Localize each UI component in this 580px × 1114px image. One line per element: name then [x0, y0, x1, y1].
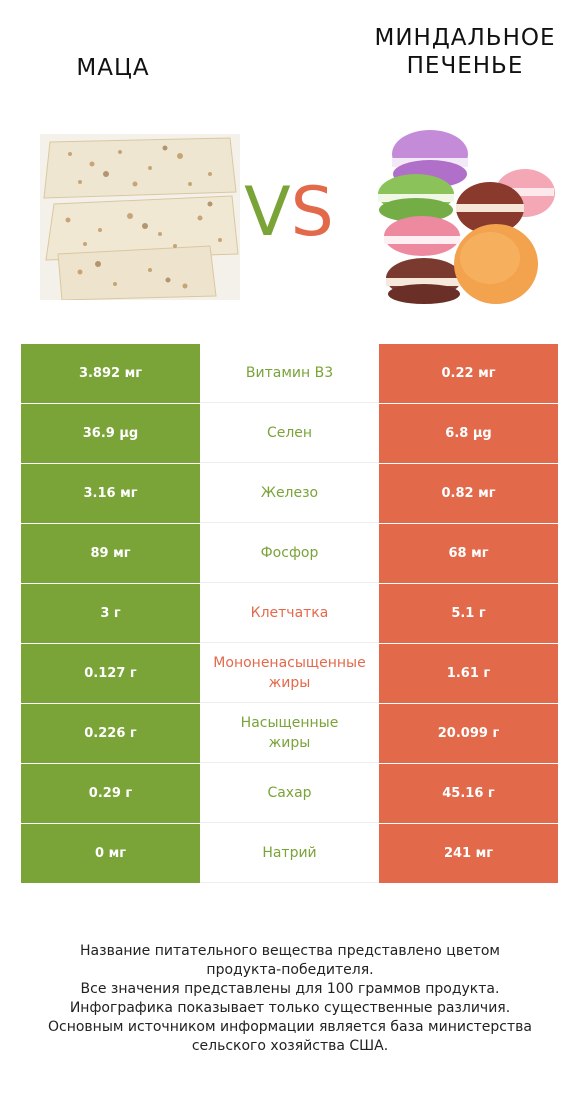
left-value: 89 мг	[21, 524, 200, 583]
left-value: 0.29 г	[21, 764, 200, 823]
footer-line: Все значения представлены для 100 граммо…	[80, 981, 500, 997]
table-row: 36.9 µg Селен 6.8 µg	[21, 404, 558, 464]
right-value: 0.22 мг	[379, 344, 558, 403]
nutrient-name: Насыщенные жиры	[200, 704, 379, 763]
nutrient-name: Фосфор	[200, 524, 379, 583]
nutrient-name: Витамин B3	[200, 344, 379, 403]
nutrient-name: Селен	[200, 404, 379, 463]
right-value: 6.8 µg	[379, 404, 558, 463]
table-row: 3.892 мг Витамин B3 0.22 мг	[21, 344, 558, 404]
right-value: 5.1 г	[379, 584, 558, 643]
macarons-image	[370, 118, 560, 314]
footer-line: продукта-победителя.	[206, 962, 374, 978]
matzo-image	[40, 134, 240, 301]
right-value: 1.61 г	[379, 644, 558, 703]
nutrient-name: Сахар	[200, 764, 379, 823]
product-right-title: МИНДАЛЬНОЕ ПЕЧЕНЬЕ	[355, 24, 575, 80]
table-row: 3 г Клетчатка 5.1 г	[21, 584, 558, 644]
nutrient-name-line1: Мононенасыщенные	[213, 655, 366, 671]
right-value: 0.82 мг	[379, 464, 558, 523]
product-right-title-line1: МИНДАЛЬНОЕ	[374, 25, 556, 51]
right-value: 241 мг	[379, 824, 558, 883]
table-row: 0.127 г Мононенасыщенные жиры 1.61 г	[21, 644, 558, 704]
nutrient-name-line2: жиры	[268, 735, 311, 751]
versus-label: VS	[224, 168, 354, 258]
product-left-title: МАЦА	[76, 55, 150, 81]
left-value: 3.892 мг	[21, 344, 200, 403]
left-value: 0 мг	[21, 824, 200, 883]
nutrient-name-line2: жиры	[268, 675, 311, 691]
right-value: 68 мг	[379, 524, 558, 583]
product-right-title-line2: ПЕЧЕНЬЕ	[406, 53, 524, 79]
right-value: 45.16 г	[379, 764, 558, 823]
footer-line: сельского хозяйства США.	[191, 1038, 389, 1054]
left-value: 3.16 мг	[21, 464, 200, 523]
footer-line: Инфографика показывает только существенн…	[69, 1000, 511, 1016]
footer-line: Название питательного вещества представл…	[80, 943, 500, 959]
versus-v: V	[244, 173, 291, 252]
left-value: 0.226 г	[21, 704, 200, 763]
nutrient-name: Железо	[200, 464, 379, 523]
table-row: 0.226 г Насыщенные жиры 20.099 г	[21, 704, 558, 764]
left-value: 3 г	[21, 584, 200, 643]
table-row: 3.16 мг Железо 0.82 мг	[21, 464, 558, 524]
table-row: 89 мг Фосфор 68 мг	[21, 524, 558, 584]
nutrient-comparison-table: 3.892 мг Витамин B3 0.22 мг 36.9 µg Селен 6.8…	[21, 344, 558, 884]
nutrient-name: Мононенасыщенные жиры	[200, 644, 379, 703]
right-value: 20.099 г	[379, 704, 558, 763]
left-value: 36.9 µg	[21, 404, 200, 463]
nutrient-name: Клетчатка	[200, 584, 379, 643]
nutrient-name-line1: Насыщенные	[240, 715, 339, 731]
footer-line: Основным источником информации является …	[48, 1019, 532, 1035]
table-row: 0.29 г Сахар 45.16 г	[21, 764, 558, 824]
footer-notes: Название питательного вещества представл…	[10, 942, 570, 1056]
versus-s: S	[290, 173, 334, 252]
left-value: 0.127 г	[21, 644, 200, 703]
nutrient-name: Натрий	[200, 824, 379, 883]
table-row: 0 мг Натрий 241 мг	[21, 824, 558, 884]
